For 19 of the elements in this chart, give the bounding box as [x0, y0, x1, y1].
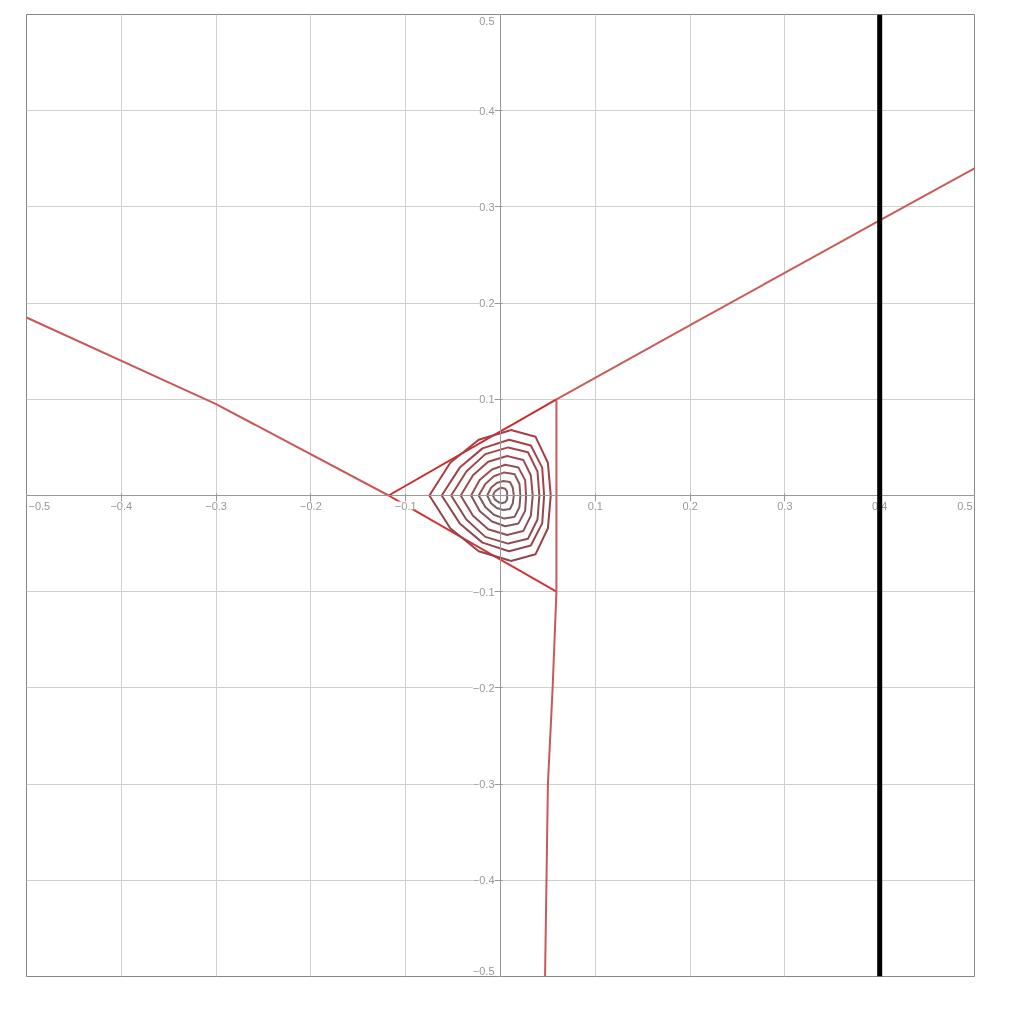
y-tick-label: −0.4: [472, 874, 495, 887]
y-tick-label: 0.3: [479, 200, 495, 213]
y-tick-label: −0.1: [472, 585, 495, 598]
x-tick-label: 0.3: [777, 499, 793, 512]
x-tick-label: −0.5: [28, 499, 51, 512]
x-tick-label: 0.5: [957, 499, 973, 512]
x-tick-label: −0.1: [394, 499, 417, 512]
y-tick-label: 0.1: [479, 393, 495, 406]
x-tick-label: −0.2: [300, 499, 322, 512]
y-tick-label: 0.5: [479, 14, 495, 27]
y-tick-label: 0.4: [479, 104, 495, 117]
x-tick-label: −0.4: [110, 499, 133, 512]
x-tick-label: 0.1: [587, 499, 603, 512]
x-tick-label: −0.3: [205, 499, 227, 512]
y-tick-label: −0.5: [472, 964, 495, 977]
x-tick-label: 0.2: [682, 499, 698, 512]
y-tick-label: −0.2: [472, 681, 495, 694]
y-tick-label: −0.3: [472, 778, 495, 791]
y-tick-label: 0.2: [479, 297, 495, 310]
